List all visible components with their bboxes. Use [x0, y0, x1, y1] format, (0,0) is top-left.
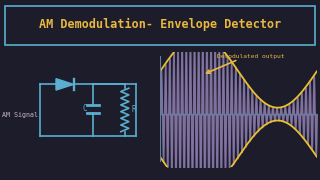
Text: R: R	[132, 105, 137, 114]
Text: Demodulated output: Demodulated output	[217, 54, 285, 59]
Polygon shape	[56, 79, 74, 90]
Text: AM Signal: AM Signal	[3, 112, 38, 118]
Text: AM Demodulation- Envelope Detector: AM Demodulation- Envelope Detector	[39, 18, 281, 31]
Text: C: C	[83, 104, 87, 113]
